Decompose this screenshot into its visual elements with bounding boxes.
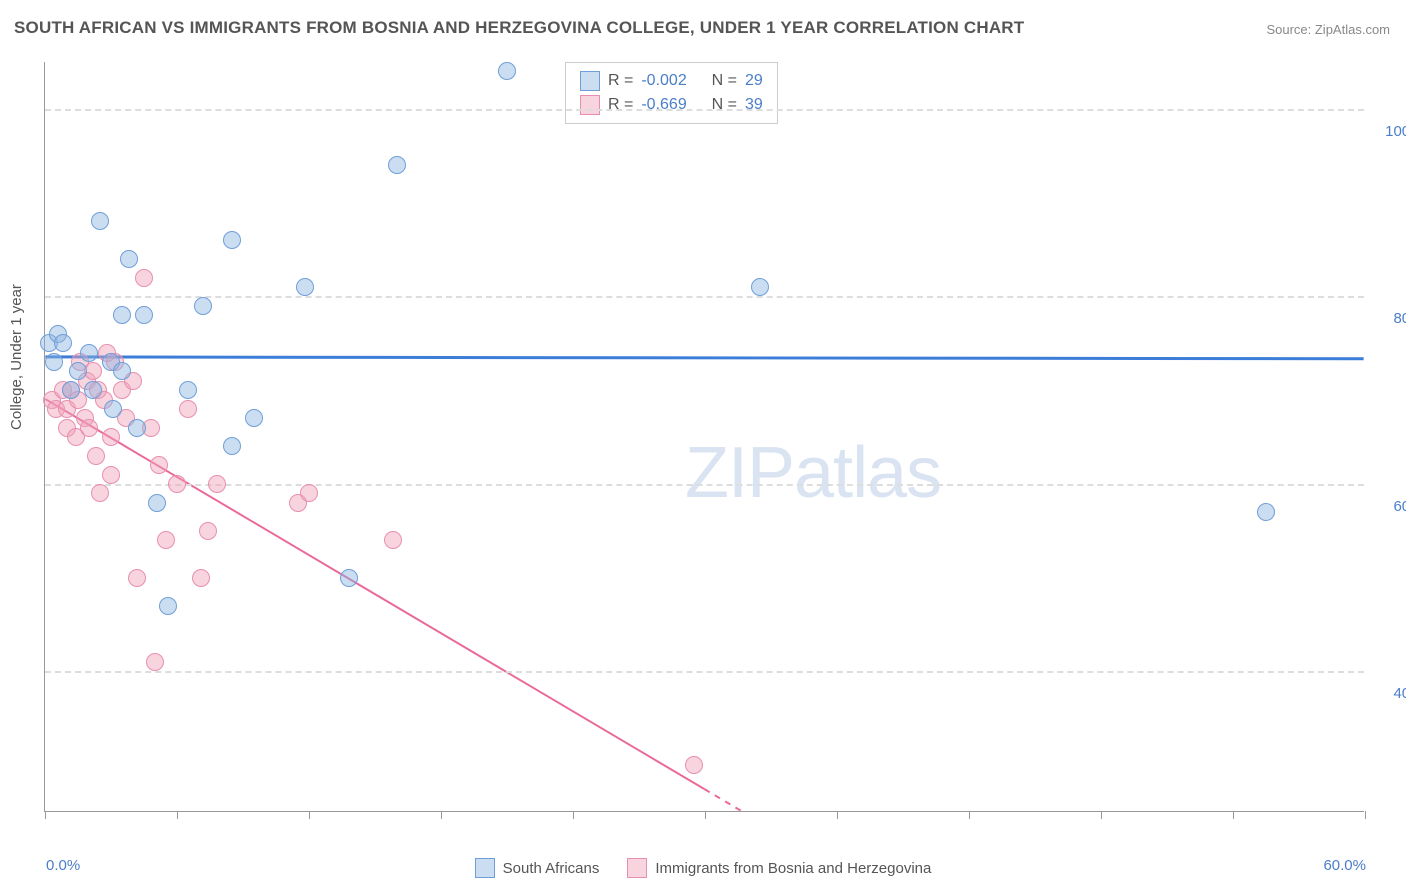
blue-point	[84, 381, 102, 399]
r-value-pink: -0.669	[641, 96, 686, 114]
r-label: R =	[608, 96, 633, 114]
blue-point	[159, 597, 177, 615]
r-value-blue: -0.002	[641, 72, 686, 90]
swatch-blue	[580, 71, 600, 91]
blue-point	[245, 409, 263, 427]
pink-point	[168, 475, 186, 493]
y-tick-label: 100.0%	[1385, 123, 1406, 140]
y-tick-label: 60.0%	[1393, 498, 1406, 515]
chart-title: SOUTH AFRICAN VS IMMIGRANTS FROM BOSNIA …	[14, 18, 1024, 38]
blue-point	[120, 250, 138, 268]
blue-point	[194, 297, 212, 315]
blue-point	[1257, 503, 1275, 521]
n-value-pink: 39	[745, 96, 763, 114]
blue-point	[340, 569, 358, 587]
legend-row-blue: R = -0.002 N = 29	[580, 69, 763, 93]
pink-point	[102, 466, 120, 484]
blue-point	[128, 419, 146, 437]
blue-point	[148, 494, 166, 512]
blue-point	[45, 353, 63, 371]
swatch-pink	[580, 95, 600, 115]
y-axis-title: College, Under 1 year	[8, 284, 25, 430]
pink-point	[685, 756, 703, 774]
pink-point	[91, 484, 109, 502]
x-tick	[1233, 811, 1234, 819]
pink-point	[199, 522, 217, 540]
blue-point	[62, 381, 80, 399]
swatch-blue-icon	[475, 858, 495, 878]
pink-point	[192, 569, 210, 587]
pink-point	[102, 428, 120, 446]
x-tick	[573, 811, 574, 819]
pink-point	[128, 569, 146, 587]
x-tick	[1101, 811, 1102, 819]
pink-point	[300, 484, 318, 502]
blue-point	[69, 362, 87, 380]
pink-point	[84, 362, 102, 380]
pink-point	[146, 653, 164, 671]
blue-point	[498, 62, 516, 80]
n-value-blue: 29	[745, 72, 763, 90]
blue-point	[296, 278, 314, 296]
blue-point	[113, 306, 131, 324]
legend-item-blue: South Africans	[475, 858, 600, 878]
r-label: R =	[608, 72, 633, 90]
x-tick	[969, 811, 970, 819]
legend-row-pink: R = -0.669 N = 39	[580, 93, 763, 117]
legend-label-pink: Immigrants from Bosnia and Herzegovina	[655, 860, 931, 877]
blue-point	[388, 156, 406, 174]
pink-point	[384, 531, 402, 549]
gridline	[45, 296, 1364, 298]
n-label: N =	[712, 72, 737, 90]
pink-point	[208, 475, 226, 493]
x-tick	[45, 811, 46, 819]
pink-point	[157, 531, 175, 549]
x-tick	[1365, 811, 1366, 819]
blue-point	[223, 231, 241, 249]
x-tick	[177, 811, 178, 819]
legend-item-pink: Immigrants from Bosnia and Herzegovina	[627, 858, 931, 878]
source-label: Source: ZipAtlas.com	[1266, 22, 1390, 37]
series-legend: South Africans Immigrants from Bosnia an…	[0, 858, 1406, 878]
blue-point	[54, 334, 72, 352]
pink-point	[87, 447, 105, 465]
plot-area: ZIPatlas R = -0.002 N = 29 R = -0.669 N …	[44, 62, 1364, 812]
gridline	[45, 109, 1364, 111]
blue-point	[113, 362, 131, 380]
correlation-legend: R = -0.002 N = 29 R = -0.669 N = 39	[565, 62, 778, 124]
pink-point	[179, 400, 197, 418]
n-label: N =	[712, 96, 737, 114]
blue-point	[104, 400, 122, 418]
blue-point	[135, 306, 153, 324]
y-tick-label: 40.0%	[1393, 685, 1406, 702]
blue-point	[80, 344, 98, 362]
pink-point	[150, 456, 168, 474]
gridline	[45, 484, 1364, 486]
x-tick	[837, 811, 838, 819]
blue-point	[751, 278, 769, 296]
blue-point	[223, 437, 241, 455]
x-tick	[441, 811, 442, 819]
trend-lines	[45, 62, 1364, 811]
swatch-pink-icon	[627, 858, 647, 878]
y-tick-label: 80.0%	[1393, 310, 1406, 327]
legend-label-blue: South Africans	[503, 860, 600, 877]
watermark: ZIPatlas	[685, 432, 941, 514]
blue-point	[179, 381, 197, 399]
x-tick	[705, 811, 706, 819]
x-tick	[309, 811, 310, 819]
blue-point	[91, 212, 109, 230]
pink-point	[80, 419, 98, 437]
pink-point	[135, 269, 153, 287]
gridline	[45, 671, 1364, 673]
